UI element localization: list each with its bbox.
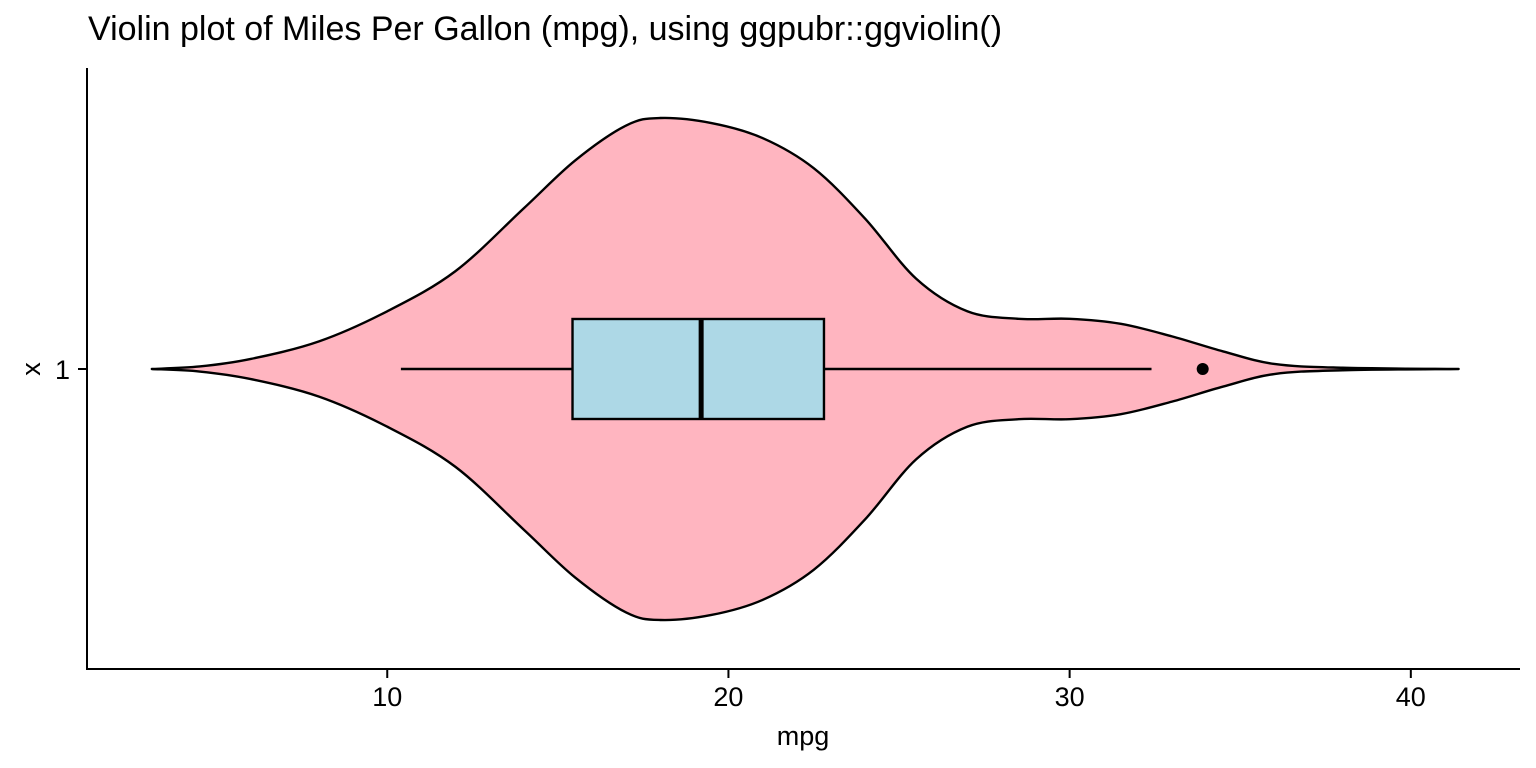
x-tick-label: 30 [1055,682,1085,712]
x-tick-label: 10 [372,682,402,712]
plot-area [150,116,1460,622]
axes: 10 20 30 40 1 [55,68,1520,712]
x-axis-label: mpg [777,721,830,751]
y-axis-label: x [16,362,46,376]
y-tick-label: 1 [55,355,70,385]
chart-title: Violin plot of Miles Per Gallon (mpg), u… [88,10,1003,48]
outlier-point [1196,363,1209,375]
x-tick-label: 40 [1396,682,1426,712]
box-iqr [571,317,826,421]
x-tick-label: 20 [713,682,743,712]
